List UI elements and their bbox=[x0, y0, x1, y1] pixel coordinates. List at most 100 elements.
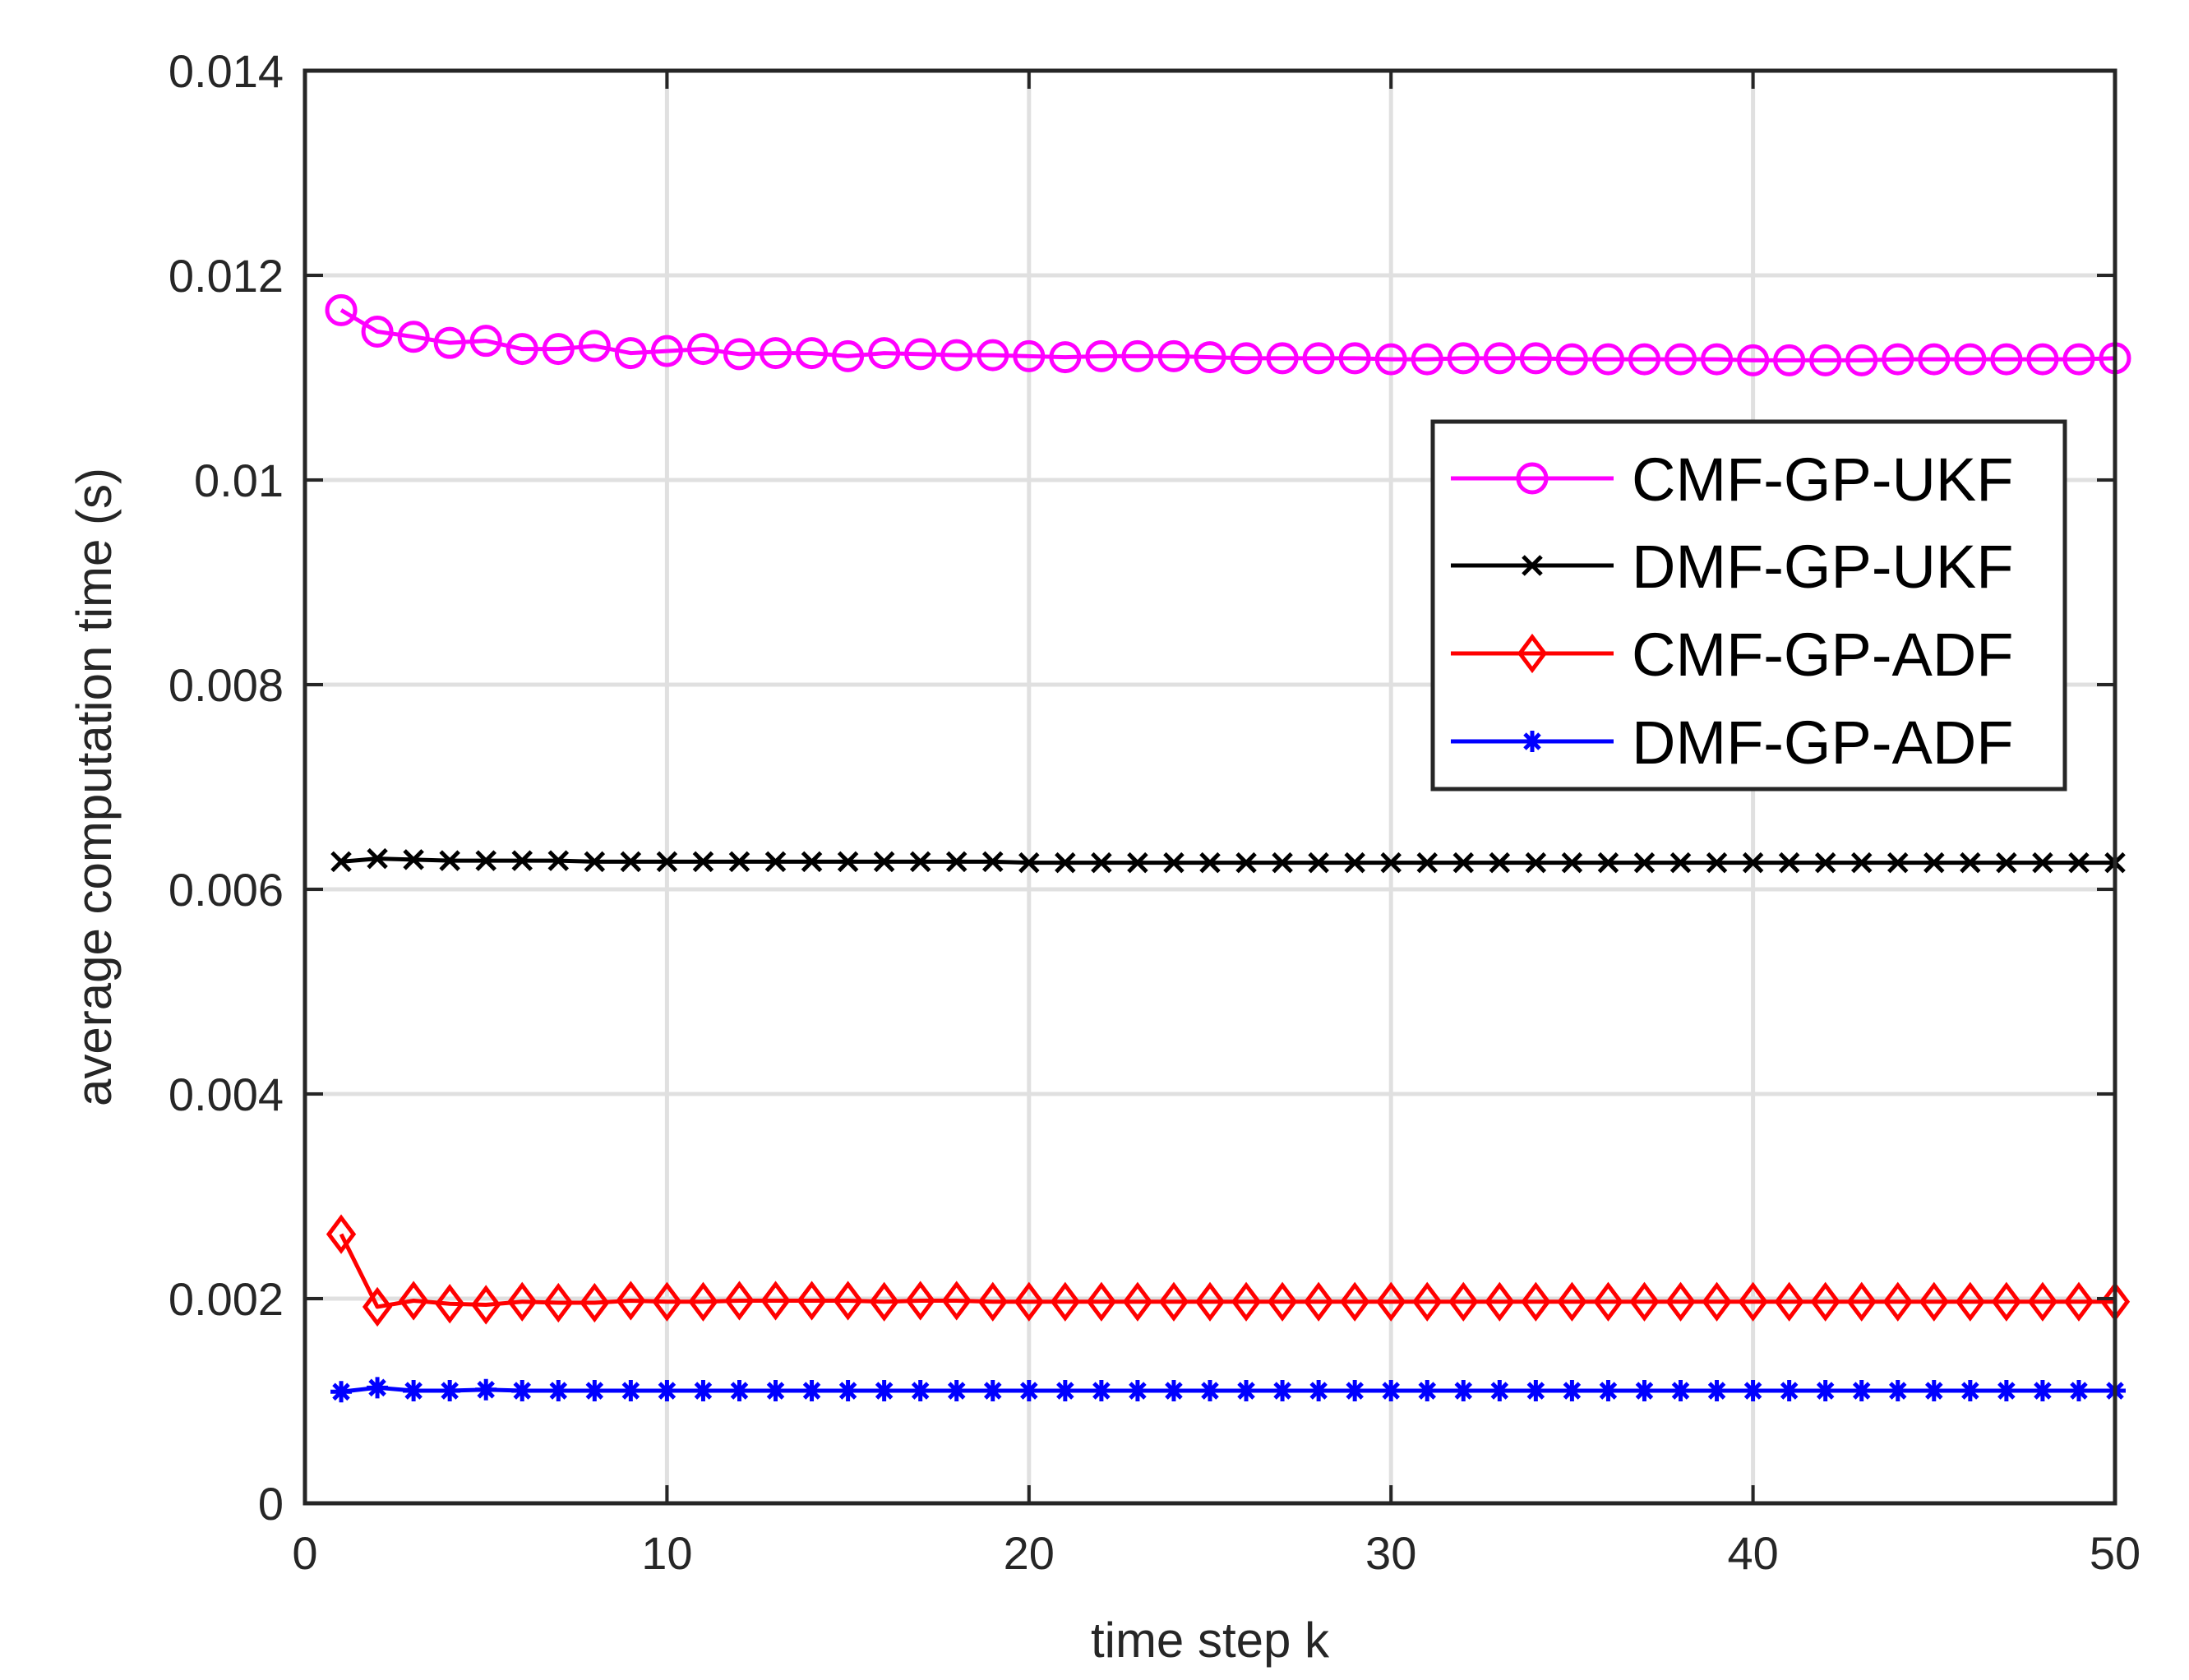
data-point-dmf-gp-adf bbox=[1344, 1380, 1366, 1402]
data-point-dmf-gp-ukf bbox=[547, 850, 570, 871]
data-point-cmf-gp-adf bbox=[1158, 1281, 1189, 1322]
data-point-cmf-gp-ukf bbox=[1665, 343, 1697, 376]
legend: CMF-GP-UKF DMF-GP-UKF CMF-GP-ADF DMF-GP-ADF bbox=[1430, 419, 2067, 792]
data-point-dmf-gp-adf bbox=[1235, 1380, 1258, 1402]
data-point-cmf-gp-adf bbox=[1593, 1281, 1623, 1322]
data-point-cmf-gp-ukf bbox=[325, 293, 358, 326]
data-point-dmf-gp-adf bbox=[1199, 1380, 1221, 1402]
legend-marker-dmf-gp-ukf bbox=[1522, 555, 1543, 576]
data-point-cmf-gp-adf bbox=[1521, 1281, 1551, 1322]
data-point-cmf-gp-adf bbox=[941, 1281, 972, 1321]
data-point-cmf-gp-adf bbox=[1231, 1281, 1262, 1322]
data-point-dmf-gp-ukf bbox=[1344, 852, 1365, 874]
data-point-cmf-gp-ukf bbox=[650, 335, 683, 367]
data-point-dmf-gp-adf bbox=[1850, 1380, 1873, 1402]
data-point-dmf-gp-ukf bbox=[1996, 852, 2017, 874]
data-point-dmf-gp-ukf bbox=[1055, 852, 1076, 874]
data-point-dmf-gp-adf bbox=[2067, 1380, 2090, 1402]
data-point-cmf-gp-adf bbox=[616, 1281, 646, 1321]
data-point-cmf-gp-ukf bbox=[832, 339, 865, 372]
x-tick-label: 0 bbox=[292, 1527, 317, 1579]
data-point-cmf-gp-adf bbox=[398, 1281, 429, 1321]
x-tick-label: 50 bbox=[2090, 1527, 2141, 1579]
data-point-dmf-gp-ukf bbox=[909, 851, 931, 873]
data-point-cmf-gp-adf bbox=[652, 1281, 682, 1322]
x-axis-label: time step k bbox=[1091, 1613, 1330, 1668]
data-point-dmf-gp-adf bbox=[1380, 1380, 1402, 1402]
data-point-cmf-gp-ukf bbox=[614, 337, 647, 370]
data-point-dmf-gp-ukf bbox=[801, 851, 823, 873]
data-point-dmf-gp-adf bbox=[511, 1380, 533, 1402]
data-point-cmf-gp-ukf bbox=[1918, 343, 1951, 376]
data-point-cmf-gp-ukf bbox=[1049, 341, 1082, 374]
data-point-dmf-gp-adf bbox=[1308, 1380, 1330, 1402]
data-point-dmf-gp-ukf bbox=[1452, 852, 1475, 874]
data-point-dmf-gp-adf bbox=[1959, 1380, 1981, 1402]
data-point-cmf-gp-ukf bbox=[1483, 342, 1516, 375]
data-point-cmf-gp-ukf bbox=[723, 338, 755, 371]
data-point-cmf-gp-ukf bbox=[1737, 344, 1770, 376]
data-point-dmf-gp-ukf bbox=[692, 851, 714, 873]
x-tick-label: 30 bbox=[1365, 1527, 1416, 1579]
data-point-dmf-gp-ukf bbox=[403, 849, 424, 870]
data-point-dmf-gp-adf bbox=[1742, 1380, 1764, 1402]
data-point-cmf-gp-adf bbox=[1919, 1281, 1949, 1322]
data-point-dmf-gp-ukf bbox=[1887, 852, 1909, 874]
data-point-cmf-gp-ukf bbox=[760, 337, 792, 370]
data-point-cmf-gp-adf bbox=[362, 1286, 393, 1327]
data-point-dmf-gp-ukf bbox=[1561, 852, 1583, 874]
data-point-cmf-gp-ukf bbox=[977, 339, 1009, 372]
data-point-cmf-gp-ukf bbox=[506, 333, 538, 366]
data-point-dmf-gp-adf bbox=[1669, 1380, 1692, 1402]
legend-label-dmf-gp-adf: DMF-GP-ADF bbox=[1632, 708, 2014, 777]
data-point-dmf-gp-ukf bbox=[1814, 852, 1836, 874]
series-line-cmf-gp-adf bbox=[339, 1233, 2115, 1309]
data-point-dmf-gp-adf bbox=[1633, 1380, 1656, 1402]
data-point-cmf-gp-adf bbox=[1557, 1281, 1587, 1322]
data-point-dmf-gp-adf bbox=[981, 1380, 1004, 1402]
data-point-dmf-gp-adf bbox=[1162, 1380, 1185, 1402]
data-point-cmf-gp-ukf bbox=[904, 338, 937, 371]
data-point-cmf-gp-adf bbox=[1882, 1281, 1913, 1322]
data-point-dmf-gp-ukf bbox=[1272, 852, 1293, 874]
data-point-dmf-gp-adf bbox=[330, 1381, 353, 1403]
data-point-cmf-gp-adf bbox=[688, 1281, 718, 1322]
data-point-dmf-gp-adf bbox=[945, 1380, 968, 1402]
data-point-dmf-gp-adf bbox=[1272, 1380, 1294, 1402]
data-point-cmf-gp-adf bbox=[1086, 1281, 1117, 1322]
data-point-dmf-gp-ukf bbox=[367, 847, 388, 870]
data-point-cmf-gp-ukf bbox=[1447, 342, 1480, 375]
data-point-cmf-gp-ukf bbox=[1809, 344, 1842, 376]
data-point-dmf-gp-adf bbox=[475, 1378, 497, 1401]
data-point-cmf-gp-adf bbox=[1846, 1281, 1877, 1322]
data-point-dmf-gp-ukf bbox=[1235, 852, 1257, 874]
data-point-cmf-gp-adf bbox=[760, 1281, 791, 1321]
data-point-dmf-gp-adf bbox=[1597, 1380, 1619, 1402]
data-point-dmf-gp-adf bbox=[1054, 1380, 1076, 1402]
data-point-cmf-gp-ukf bbox=[1882, 343, 1914, 376]
data-point-dmf-gp-ukf bbox=[1706, 852, 1728, 874]
data-point-dmf-gp-ukf bbox=[945, 851, 968, 873]
data-point-cmf-gp-ukf bbox=[1302, 342, 1335, 375]
data-point-cmf-gp-ukf bbox=[397, 321, 430, 353]
data-point-cmf-gp-adf bbox=[1050, 1281, 1080, 1322]
data-point-dmf-gp-ukf bbox=[1127, 852, 1148, 874]
data-point-cmf-gp-adf bbox=[1412, 1281, 1443, 1322]
data-point-dmf-gp-ukf bbox=[1742, 852, 1764, 874]
data-point-dmf-gp-ukf bbox=[1091, 852, 1112, 874]
data-point-cmf-gp-adf bbox=[1122, 1281, 1153, 1322]
data-point-dmf-gp-ukf bbox=[1633, 852, 1656, 874]
axis-ticks: 0 10 20 30 40 50 0 0.002 0.004 0.006 0.008 0.01 0.01… bbox=[169, 45, 2141, 1579]
data-point-dmf-gp-adf bbox=[656, 1380, 678, 1402]
data-point-cmf-gp-ukf bbox=[361, 315, 394, 348]
data-point-dmf-gp-ukf bbox=[475, 850, 496, 871]
data-point-cmf-gp-ukf bbox=[1845, 344, 1878, 376]
data-point-cmf-gp-ukf bbox=[433, 326, 466, 359]
series-cmf-gp-adf bbox=[326, 1214, 2131, 1327]
y-tick-label: 0.006 bbox=[169, 864, 284, 916]
data-point-dmf-gp-adf bbox=[1090, 1380, 1112, 1402]
data-point-cmf-gp-adf bbox=[2063, 1281, 2094, 1322]
data-point-dmf-gp-ukf bbox=[1669, 852, 1692, 874]
legend-box bbox=[1430, 419, 2067, 792]
